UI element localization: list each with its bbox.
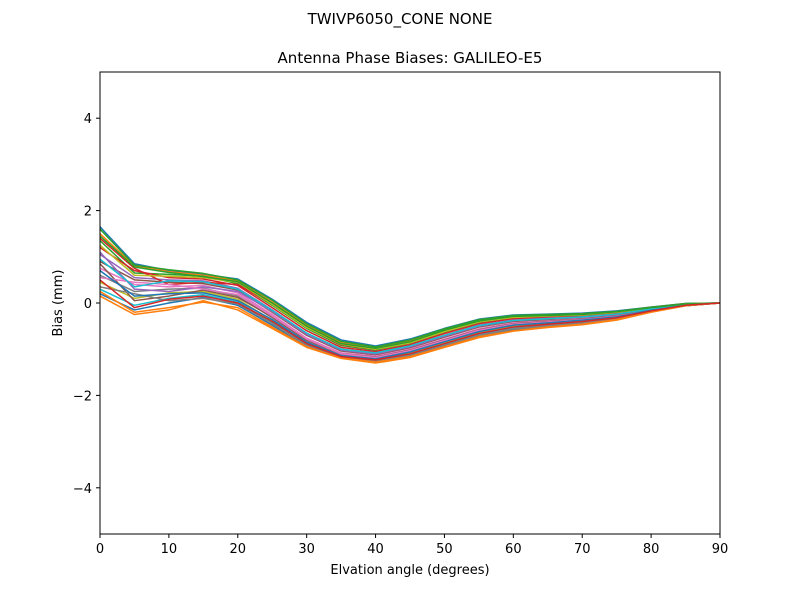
y-axis-label: Bias (mm) [51,270,66,337]
series-line [99,270,721,360]
chart-title: Antenna Phase Biases: GALILEO-E5 [278,49,543,67]
x-tick-label: 20 [230,542,247,557]
y-tick-label: 0 [84,297,92,312]
series-line [99,290,721,363]
x-axis-ticks: 0 10 20 30 40 50 60 70 80 90 [96,534,728,557]
x-tick-label: 0 [96,542,104,557]
x-tick-label: 30 [298,542,315,557]
y-tick-label: 4 [84,112,92,127]
series-line [99,286,721,362]
x-tick-label: 70 [574,542,591,557]
x-tick-label: 80 [643,542,660,557]
x-tick-label: 60 [505,542,522,557]
x-tick-label: 90 [712,542,729,557]
series-line [99,279,721,361]
series-line [99,235,721,350]
series-lines [99,226,721,364]
y-tick-label: 2 [84,205,92,220]
series-line [99,233,721,349]
y-axis-ticks: −4 −2 0 2 4 [73,112,100,497]
x-axis-label: Elvation angle (degrees) [330,563,489,578]
series-line [99,246,721,353]
chart-suptitle: TWIVP6050_CONE NONE [307,10,493,29]
x-tick-label: 50 [436,542,453,557]
series-line [99,258,721,354]
y-tick-label: −4 [73,482,92,497]
x-tick-label: 10 [161,542,178,557]
y-tick-label: −2 [73,389,92,404]
x-tick-label: 40 [367,542,384,557]
